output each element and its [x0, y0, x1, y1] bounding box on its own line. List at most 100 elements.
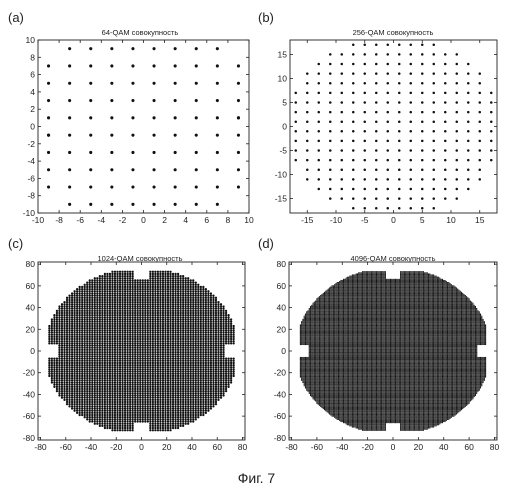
constellation-point: [121, 323, 123, 325]
constellation-point: [114, 401, 116, 403]
constellation-point: [433, 63, 436, 66]
constellation-point: [159, 316, 161, 318]
constellation-point: [172, 403, 174, 405]
constellation-point: [205, 342, 207, 344]
constellation-point: [162, 366, 164, 368]
constellation-point: [195, 310, 197, 312]
constellation-point: [190, 342, 192, 344]
constellation-point: [205, 379, 207, 381]
constellation-point: [71, 353, 73, 355]
constellation-point: [132, 412, 134, 414]
constellation-point: [119, 297, 121, 299]
constellation-point: [152, 368, 154, 370]
constellation-point: [84, 331, 86, 333]
constellation-point: [66, 347, 68, 349]
constellation-point: [71, 373, 73, 375]
constellation-point: [106, 314, 108, 316]
constellation-point: [126, 377, 128, 379]
constellation-point: [124, 334, 126, 336]
constellation-point: [76, 318, 78, 320]
constellation-point: [149, 325, 151, 327]
constellation-point: [456, 188, 459, 191]
constellation-point: [157, 347, 159, 349]
constellation-point: [71, 308, 73, 310]
constellation-point: [207, 360, 209, 362]
constellation-point: [116, 297, 118, 299]
constellation-point: [134, 355, 136, 357]
constellation-point: [187, 308, 189, 310]
constellation-point: [139, 312, 141, 314]
constellation-point: [124, 423, 126, 425]
constellation-point: [104, 323, 106, 325]
constellation-point: [190, 334, 192, 336]
constellation-point: [104, 292, 106, 294]
constellation-point: [119, 349, 121, 351]
constellation-point: [89, 312, 91, 314]
constellation-point: [192, 325, 194, 327]
constellation-point: [185, 303, 187, 305]
constellation-point: [99, 336, 101, 338]
constellation-point: [94, 403, 96, 405]
constellation-point: [116, 299, 118, 301]
constellation-point: [364, 101, 367, 104]
constellation-point: [185, 292, 187, 294]
constellation-point: [167, 429, 169, 431]
constellation-point: [96, 405, 98, 407]
constellation-point: [51, 366, 53, 368]
constellation-point: [200, 390, 202, 392]
constellation-point: [86, 281, 88, 283]
constellation-point: [433, 197, 436, 200]
constellation-point: [149, 290, 151, 292]
constellation-point: [205, 329, 207, 331]
constellation-point: [96, 327, 98, 329]
constellation-point: [94, 401, 96, 403]
constellation-point: [185, 327, 187, 329]
constellation-point: [73, 355, 75, 357]
constellation-point: [48, 366, 50, 368]
constellation-point: [159, 410, 161, 412]
constellation-point: [66, 386, 68, 388]
constellation-point: [94, 397, 96, 399]
constellation-point: [167, 394, 169, 396]
constellation-point: [225, 331, 227, 333]
constellation-point: [101, 397, 103, 399]
constellation-point: [215, 305, 217, 307]
constellation-point: [162, 288, 164, 290]
constellation-point: [167, 347, 169, 349]
constellation-point: [71, 347, 73, 349]
constellation-point: [159, 295, 161, 297]
constellation-point: [149, 305, 151, 307]
constellation-point: [81, 364, 83, 366]
constellation-point: [106, 344, 108, 346]
constellation-point: [230, 366, 232, 368]
constellation-point: [139, 290, 141, 292]
constellation-point: [81, 299, 83, 301]
constellation-point: [200, 388, 202, 390]
constellation-point: [124, 373, 126, 375]
constellation-point: [172, 338, 174, 340]
constellation-point: [63, 394, 65, 396]
constellation-point: [48, 325, 50, 327]
constellation-point: [169, 370, 171, 372]
constellation-point: [215, 299, 217, 301]
constellation-point: [225, 375, 227, 377]
constellation-point: [94, 308, 96, 310]
constellation-point: [149, 364, 151, 366]
constellation-point: [162, 301, 164, 303]
constellation-point: [190, 351, 192, 353]
constellation-point: [187, 349, 189, 351]
constellation-point: [467, 188, 470, 191]
constellation-point: [220, 331, 222, 333]
constellation-point: [142, 288, 144, 290]
constellation-point: [129, 279, 131, 281]
constellation-point: [121, 273, 123, 275]
x-tick-label: -4: [98, 215, 106, 225]
constellation-point: [137, 351, 139, 353]
constellation-point: [109, 416, 111, 418]
constellation-point: [195, 353, 197, 355]
constellation-point: [111, 288, 113, 290]
constellation-point: [101, 360, 103, 362]
constellation-point: [104, 370, 106, 372]
constellation-point: [56, 357, 58, 359]
constellation-point: [147, 420, 149, 422]
